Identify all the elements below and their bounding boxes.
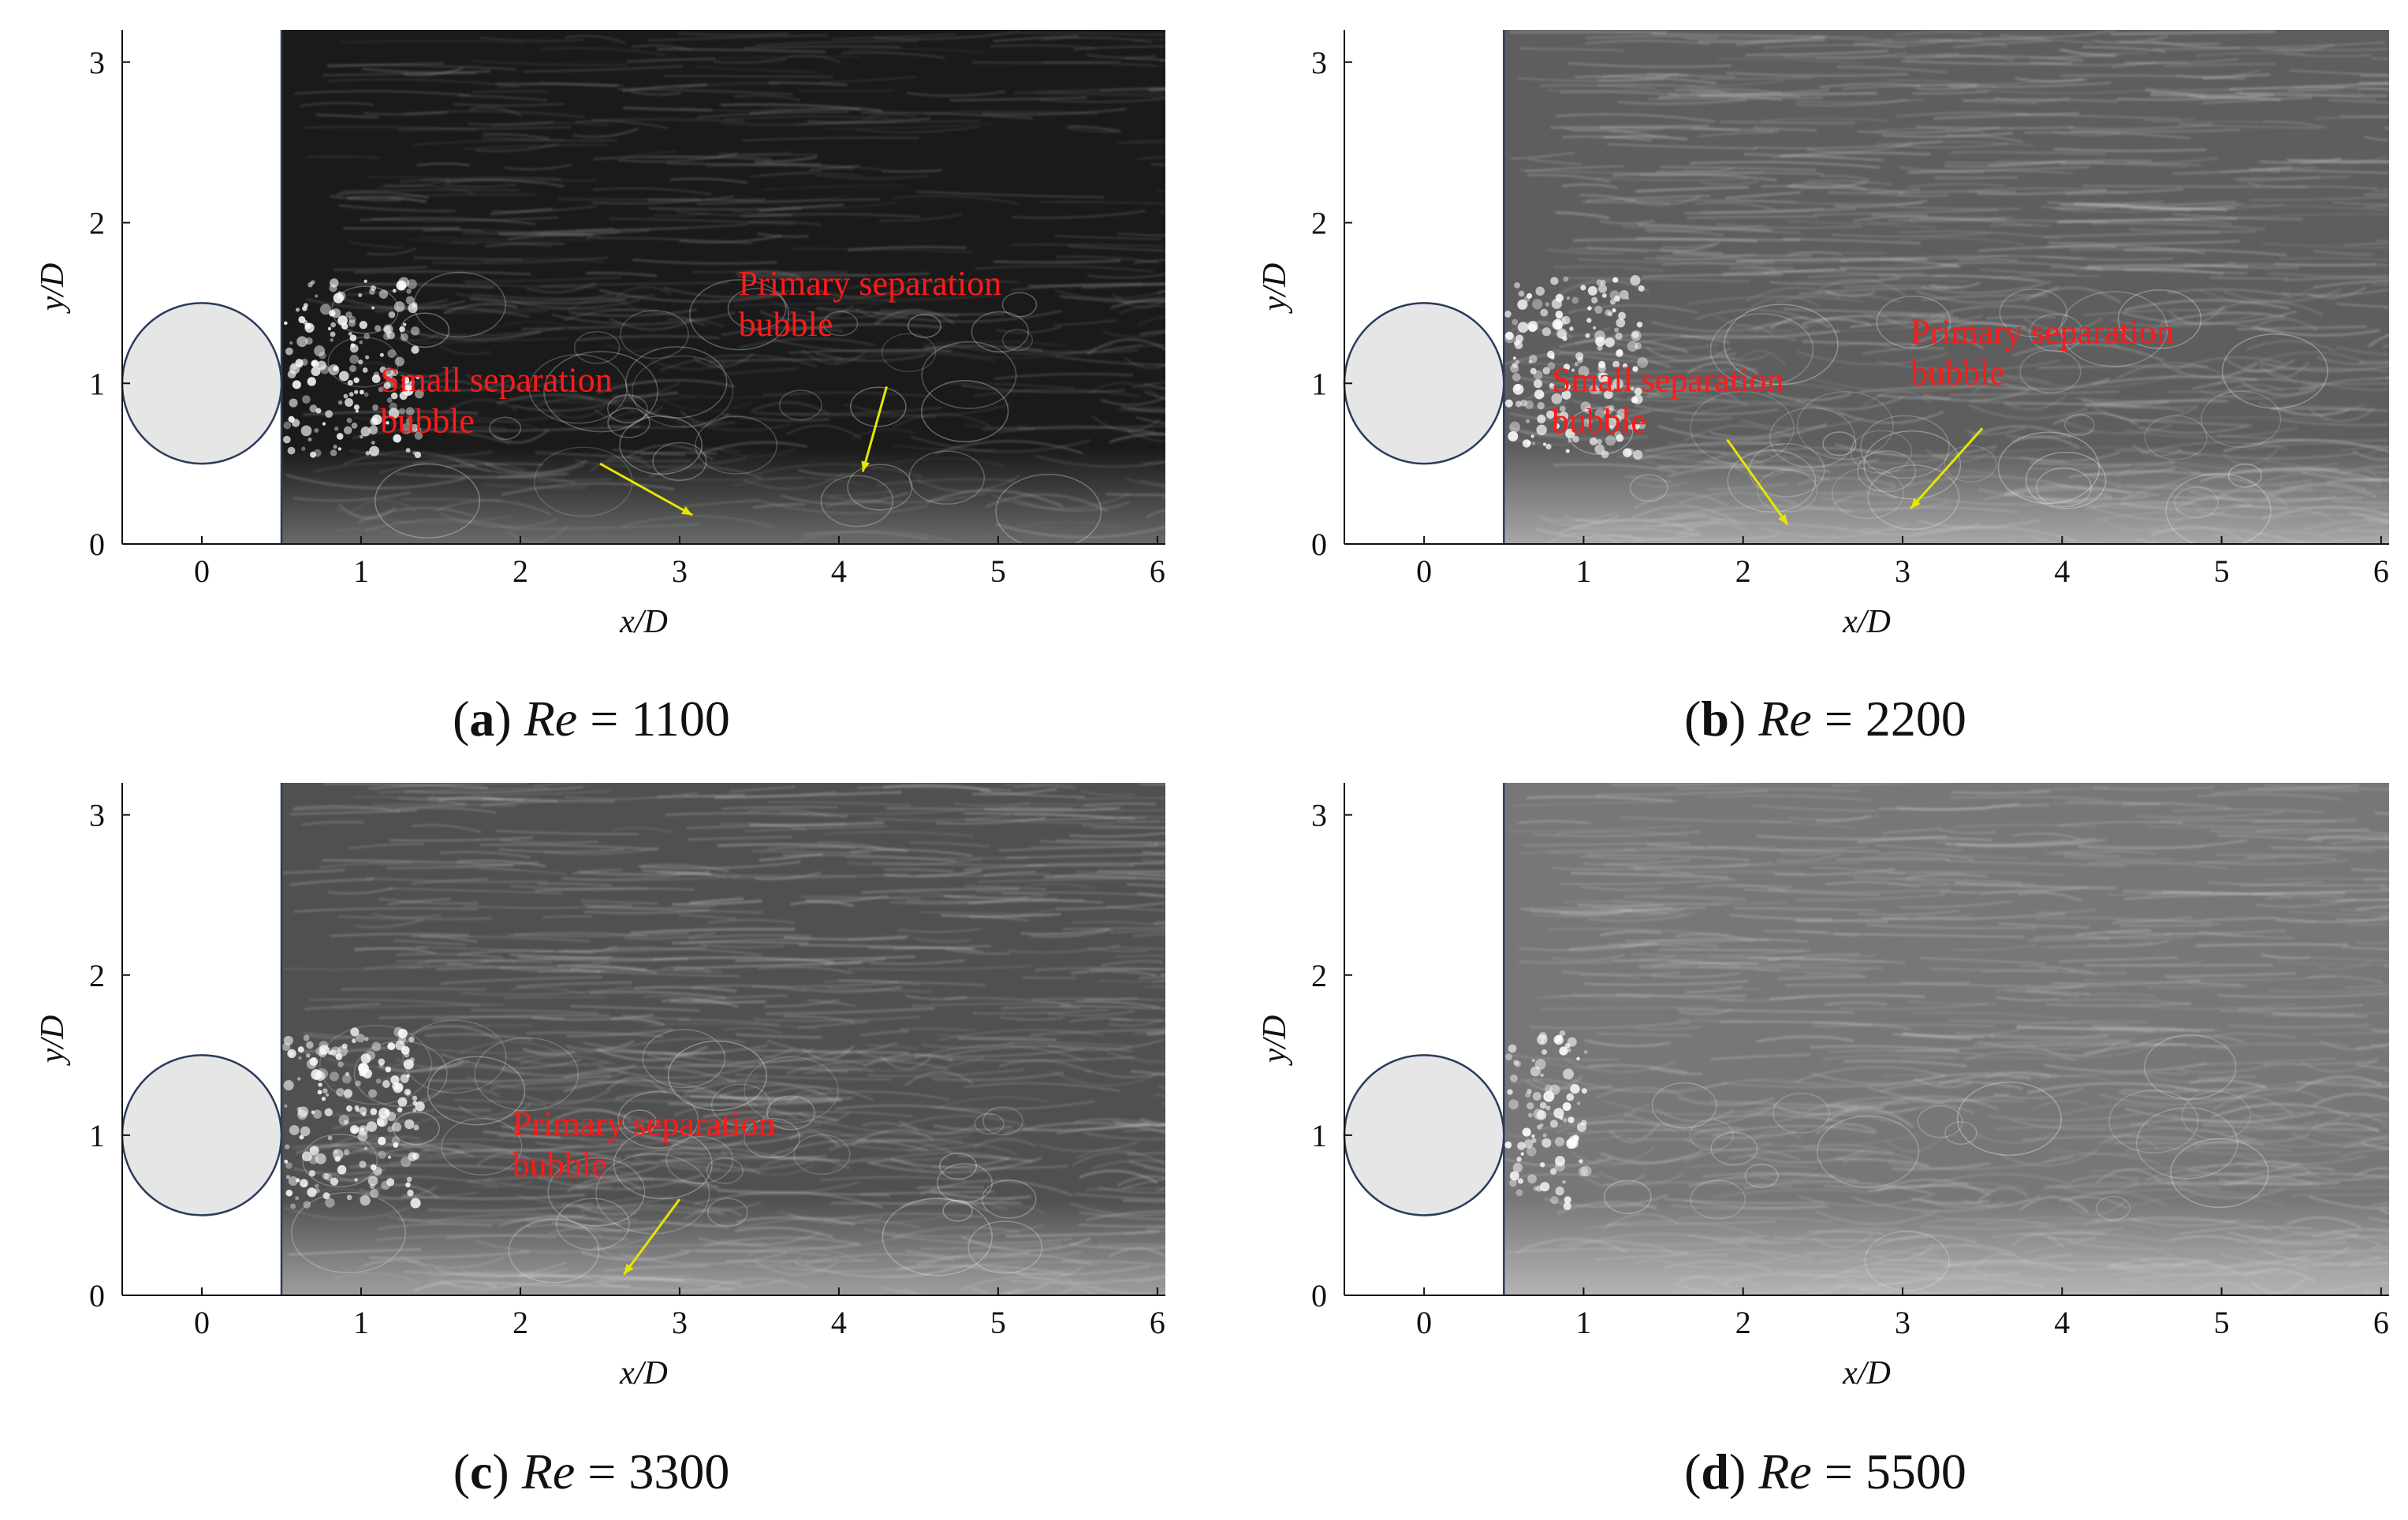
x-tick-label: 5 [2214, 1305, 2230, 1340]
x-tick-label: 5 [990, 1305, 1006, 1340]
x-tick-label: 1 [353, 553, 369, 589]
x-tick-label: 4 [831, 553, 847, 589]
annotation-text-line: bubble [739, 305, 833, 344]
x-tick-label: 6 [1150, 1305, 1165, 1340]
x-tick-label: 1 [1575, 1305, 1591, 1340]
x-axis-label: x/D [1842, 1355, 1891, 1391]
x-tick-label: 5 [2214, 553, 2230, 589]
caption-b: (b) Re = 2200 [1684, 691, 1966, 747]
flow-image [281, 783, 1165, 1295]
cylinder-shape [1343, 302, 1505, 465]
y-tick-label: 0 [1311, 527, 1327, 562]
y-tick-label: 3 [1311, 798, 1327, 833]
annotation-text-line: bubble [1552, 401, 1646, 440]
arrow-head-icon [681, 506, 693, 516]
annotation-arrow [1726, 438, 1789, 526]
flow-image [1504, 30, 2389, 544]
annotation-text-line: Primary separation [1910, 312, 2174, 351]
x-tick-label: 3 [1895, 1305, 1910, 1340]
annotation-arrow [599, 462, 693, 516]
x-tick-label: 2 [513, 553, 528, 589]
caption-c: (c) Re = 3300 [453, 1444, 730, 1500]
annotation-arrow [1910, 427, 1984, 510]
annotation-text-line: Primary separation [513, 1105, 776, 1143]
arrow-head-icon [1910, 497, 1921, 509]
arrow-head-icon [624, 1263, 634, 1275]
x-tick-label: 3 [672, 553, 688, 589]
annotation-text-line: bubble [1910, 353, 2005, 392]
annotation-arrow [623, 1198, 681, 1276]
x-tick-label: 4 [831, 1305, 847, 1340]
x-tick-label: 0 [194, 1305, 210, 1340]
annotation-arrow [861, 386, 888, 472]
x-tick-label: 3 [1895, 553, 1910, 589]
y-tick-label: 2 [89, 206, 105, 241]
x-tick-label: 2 [513, 1305, 528, 1340]
y-axis-label: y/D [35, 1015, 71, 1067]
y-tick-label: 1 [1311, 1118, 1327, 1153]
x-tick-label: 0 [194, 553, 210, 589]
arrow-head-icon [861, 460, 870, 472]
x-axis-label: x/D [619, 1355, 668, 1391]
cylinder-shape [121, 302, 283, 465]
caption-d: (d) Re = 5500 [1684, 1444, 1966, 1500]
y-tick-label: 0 [89, 1278, 105, 1313]
y-tick-label: 2 [89, 958, 105, 993]
x-tick-label: 4 [2054, 1305, 2070, 1340]
cylinder-shape [121, 1054, 283, 1216]
x-axis-label: x/D [1842, 604, 1891, 640]
y-axis-label: y/D [35, 263, 71, 315]
y-tick-label: 2 [1311, 958, 1327, 993]
y-tick-label: 1 [1311, 366, 1327, 401]
y-axis-label: y/D [1257, 263, 1293, 315]
x-tick-label: 6 [2373, 1305, 2389, 1340]
y-tick-label: 0 [1311, 1278, 1327, 1313]
x-tick-label: 1 [353, 1305, 369, 1340]
annotation-text-line: Primary separation [739, 264, 1002, 303]
x-tick-label: 6 [1150, 553, 1165, 589]
cylinder-shape [1343, 1054, 1505, 1216]
annotation-text-line: bubble [513, 1146, 607, 1184]
x-tick-label: 2 [1735, 553, 1751, 589]
flow-image [281, 30, 1165, 544]
y-tick-label: 2 [1311, 206, 1327, 241]
x-tick-label: 2 [1735, 1305, 1751, 1340]
x-tick-label: 1 [1575, 553, 1591, 589]
y-tick-label: 1 [89, 366, 105, 401]
arrow-head-icon [1778, 513, 1788, 525]
x-axis-label: x/D [619, 604, 668, 640]
y-tick-label: 3 [89, 798, 105, 833]
caption-a: (a) Re = 1100 [453, 691, 730, 747]
y-tick-label: 0 [89, 527, 105, 562]
y-axis-label: y/D [1257, 1015, 1293, 1067]
annotation-text-line: Small separation [1552, 360, 1784, 399]
y-tick-label: 3 [89, 45, 105, 80]
flow-image [1504, 783, 2389, 1295]
x-tick-label: 5 [990, 553, 1006, 589]
y-tick-label: 3 [1311, 45, 1327, 80]
y-tick-label: 1 [89, 1118, 105, 1153]
annotation-text-line: bubble [380, 401, 475, 440]
x-tick-label: 0 [1416, 1305, 1432, 1340]
annotation-text-line: Small separation [380, 360, 613, 399]
x-tick-label: 0 [1416, 553, 1432, 589]
x-tick-label: 4 [2054, 553, 2070, 589]
x-tick-label: 3 [672, 1305, 688, 1340]
x-tick-label: 6 [2373, 553, 2389, 589]
